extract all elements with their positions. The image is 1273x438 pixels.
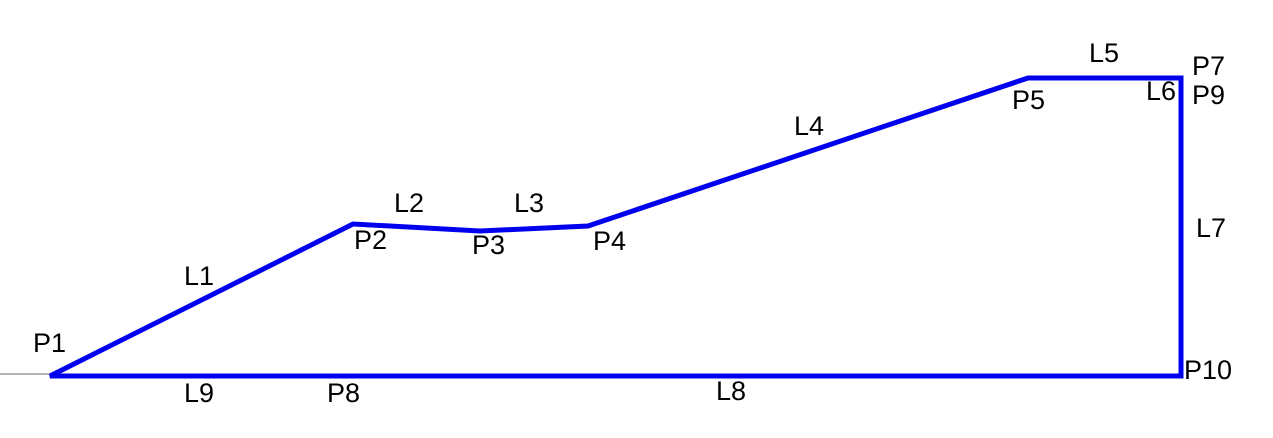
point-label-p4: P4 bbox=[593, 226, 627, 256]
point-label-p1: P1 bbox=[33, 328, 67, 358]
line-label-l5: L5 bbox=[1089, 38, 1120, 68]
line-label-l7: L7 bbox=[1196, 213, 1227, 243]
point-label-p2: P2 bbox=[354, 225, 388, 255]
line-label-l6: L6 bbox=[1146, 76, 1177, 106]
line-label-l8: L8 bbox=[716, 376, 747, 406]
line-label-l9: L9 bbox=[184, 378, 215, 408]
point-label-p5: P5 bbox=[1012, 85, 1046, 115]
point-label-p10: P10 bbox=[1184, 355, 1233, 385]
point-label-p9: P9 bbox=[1192, 80, 1226, 110]
line-label-l3: L3 bbox=[514, 188, 545, 218]
line-label-l1: L1 bbox=[184, 261, 215, 291]
line-label-l2: L2 bbox=[394, 188, 425, 218]
boundary-polyline bbox=[48, 75, 1184, 379]
point-label-p3: P3 bbox=[472, 230, 506, 260]
point-label-p8: P8 bbox=[327, 378, 361, 408]
line-label-l4: L4 bbox=[794, 111, 825, 141]
point-label-p7: P7 bbox=[1192, 51, 1226, 81]
